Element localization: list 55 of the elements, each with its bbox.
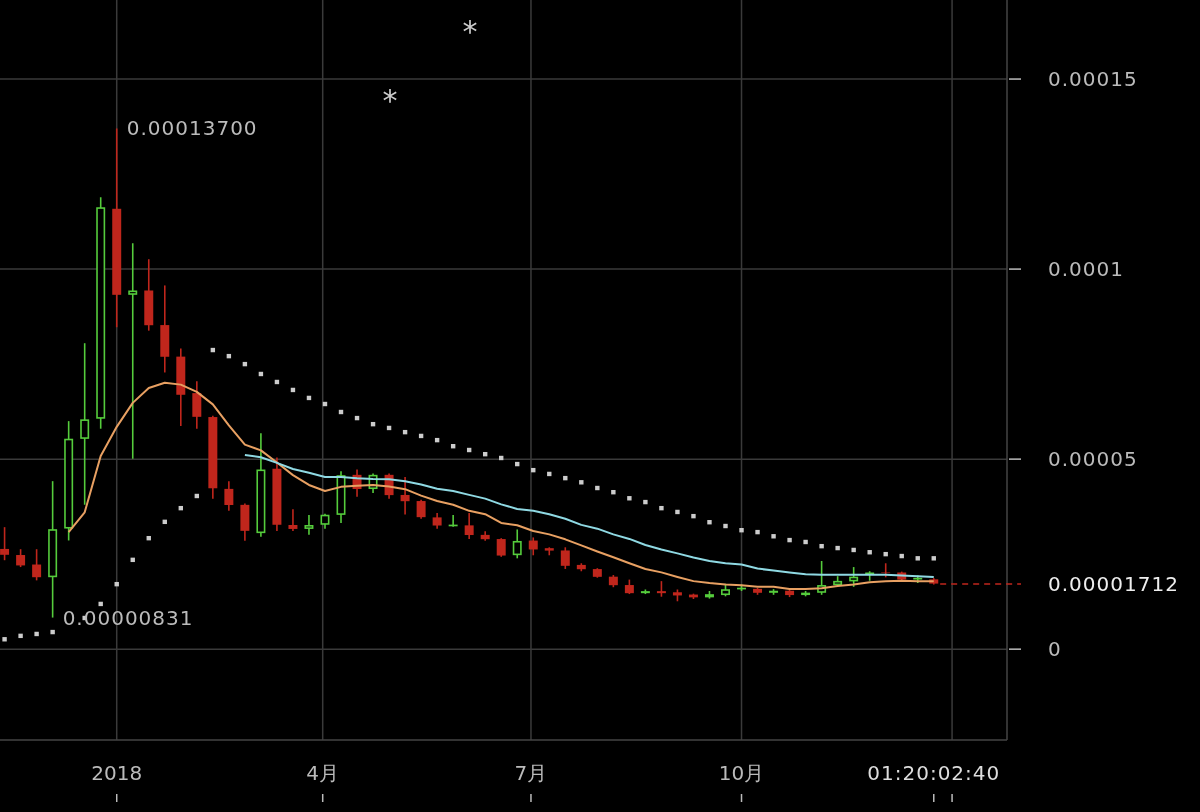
text: 01:20:02:40 bbox=[867, 761, 1001, 785]
candlestick bbox=[560, 546, 570, 570]
point bbox=[915, 556, 920, 561]
point bbox=[611, 489, 616, 495]
y-tick-label: 0.0001 bbox=[1048, 257, 1124, 282]
point bbox=[675, 509, 680, 515]
point bbox=[755, 529, 760, 535]
point bbox=[835, 545, 840, 551]
x-tick-label: 7月 bbox=[514, 761, 548, 785]
candlestick bbox=[80, 342, 90, 506]
point bbox=[579, 480, 584, 485]
point bbox=[771, 534, 776, 539]
line-series bbox=[67, 381, 935, 591]
point bbox=[707, 520, 712, 525]
x-tick-label: 2018 bbox=[91, 761, 143, 785]
x-tick-label: 4月 bbox=[306, 761, 340, 785]
candlestick bbox=[288, 508, 298, 532]
y-tick-label: 0.00015 bbox=[1048, 67, 1138, 92]
point bbox=[867, 550, 872, 555]
candlestick bbox=[464, 512, 474, 540]
annotation: 0.00000831 bbox=[62, 605, 194, 630]
candlestick bbox=[849, 566, 859, 588]
y-tick-label: 0.00005 bbox=[1048, 447, 1138, 472]
point bbox=[595, 485, 600, 491]
point bbox=[723, 523, 728, 529]
candlestick bbox=[0, 526, 10, 562]
candlestick bbox=[128, 242, 138, 460]
candlestick bbox=[496, 537, 506, 558]
point bbox=[18, 633, 23, 639]
point bbox=[739, 528, 744, 533]
point bbox=[50, 629, 55, 635]
candlestick bbox=[400, 476, 410, 516]
annotation: * bbox=[382, 83, 398, 118]
point bbox=[2, 637, 7, 642]
x-tick-label: 10月 bbox=[718, 761, 765, 785]
point bbox=[819, 543, 824, 549]
candlestick bbox=[224, 480, 234, 512]
candlestick bbox=[416, 498, 426, 520]
point bbox=[787, 537, 792, 543]
y-tick-label: 0 bbox=[1048, 637, 1062, 662]
candlestick bbox=[512, 528, 522, 560]
point bbox=[34, 631, 39, 637]
candlestick bbox=[304, 514, 314, 536]
candlestick bbox=[32, 548, 42, 582]
point bbox=[643, 499, 648, 505]
annotation: * bbox=[462, 14, 478, 49]
ref-line-label: 0.00001712 bbox=[1048, 572, 1179, 597]
candlestick bbox=[192, 380, 202, 430]
point bbox=[659, 505, 664, 511]
point bbox=[803, 539, 808, 545]
annotation: 0.00013700 bbox=[126, 116, 258, 141]
point bbox=[691, 513, 696, 519]
point bbox=[851, 547, 856, 553]
point bbox=[627, 496, 632, 501]
point bbox=[931, 556, 936, 561]
